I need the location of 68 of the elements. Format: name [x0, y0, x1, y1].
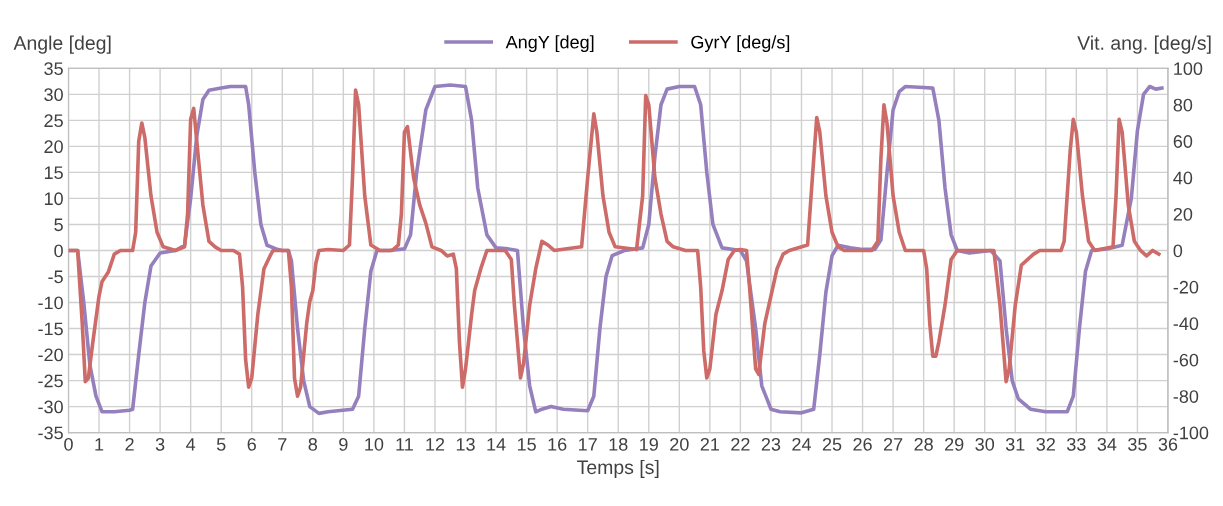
y2-tick-label: -60 — [1173, 353, 1199, 367]
y-tick-label: -20 — [38, 348, 63, 362]
x-tick-label: 33 — [1066, 437, 1086, 451]
y-tick-label: 5 — [54, 218, 63, 232]
y-tick-label: -30 — [38, 400, 63, 414]
x-tick-label: 35 — [1128, 437, 1147, 451]
x-tick-label: 3 — [155, 437, 165, 451]
x-tick-label: 9 — [339, 437, 348, 451]
x-tick-label: 18 — [609, 437, 628, 451]
legend-label: GyrY [deg/s] — [691, 35, 790, 53]
x-tick-label: 28 — [914, 437, 933, 451]
x-tick-label: 29 — [945, 437, 964, 451]
y-tick-label: -25 — [38, 374, 63, 388]
x-tick-label: 16 — [548, 437, 567, 451]
x-tick-label: 15 — [517, 438, 536, 451]
y-tick-label: 20 — [44, 140, 63, 154]
y-axis-title: Angle [deg] — [13, 35, 111, 54]
y2-axis-title: Vit. ang. [deg/s] — [1077, 35, 1211, 54]
x-tick-label: 10 — [365, 437, 384, 451]
y2-tick-label: 0 — [1173, 244, 1183, 258]
x-tick-label: 20 — [670, 437, 689, 451]
y-tick-label: -10 — [38, 296, 63, 310]
x-axis-title: Temps [s] — [577, 459, 659, 478]
y2-tick-label: -20 — [1173, 280, 1199, 294]
y2-tick-label: 40 — [1173, 171, 1193, 185]
y-tick-label: -35 — [38, 426, 63, 440]
x-tick-label: 13 — [456, 437, 475, 451]
y2-tick-label: 60 — [1173, 135, 1193, 148]
x-tick-label: 31 — [1005, 437, 1025, 451]
x-tick-label: 8 — [308, 437, 318, 451]
x-tick-label: 21 — [700, 437, 720, 451]
x-tick-label: 14 — [487, 438, 506, 451]
x-tick-label: 4 — [186, 438, 196, 451]
y-tick-label: 15 — [44, 166, 63, 180]
y-tick-label: 30 — [44, 88, 63, 102]
y2-tick-label: 20 — [1173, 207, 1193, 221]
y-tick-label: 0 — [54, 244, 63, 258]
x-tick-label: 27 — [883, 437, 903, 451]
x-tick-label: 2 — [125, 437, 134, 451]
y-tick-label: 25 — [44, 114, 63, 128]
x-tick-label: 12 — [426, 437, 445, 451]
x-tick-label: 22 — [731, 437, 750, 451]
x-tick-label: 19 — [640, 437, 658, 451]
y2-tick-label: -100 — [1173, 426, 1209, 440]
y-tick-label: 35 — [44, 62, 63, 76]
y2-tick-label: -80 — [1173, 390, 1199, 403]
y-tick-label: -5 — [48, 270, 63, 284]
x-tick-label: 11 — [396, 438, 413, 451]
x-tick-label: 1 — [95, 438, 104, 451]
x-tick-label: 25 — [822, 437, 842, 451]
x-tick-label: 0 — [64, 437, 73, 451]
x-tick-label: 7 — [278, 438, 287, 451]
x-tick-label: 34 — [1097, 437, 1117, 451]
x-tick-label: 5 — [216, 438, 226, 451]
x-tick-label: 30 — [975, 437, 995, 451]
y-tick-label: -15 — [38, 322, 63, 336]
x-tick-label: 6 — [247, 437, 256, 451]
x-tick-label: 36 — [1158, 437, 1178, 451]
y-tick-label: 10 — [44, 192, 63, 206]
x-tick-label: 17 — [579, 438, 597, 451]
legend-label: AngY [deg] — [505, 35, 594, 53]
x-tick-label: 23 — [761, 437, 781, 451]
x-tick-label: 24 — [792, 437, 811, 451]
y2-tick-label: 100 — [1174, 62, 1203, 76]
y2-tick-label: -40 — [1173, 317, 1199, 331]
y2-tick-label: 80 — [1173, 98, 1193, 112]
x-tick-label: 32 — [1036, 437, 1055, 451]
x-tick-label: 26 — [853, 437, 872, 451]
